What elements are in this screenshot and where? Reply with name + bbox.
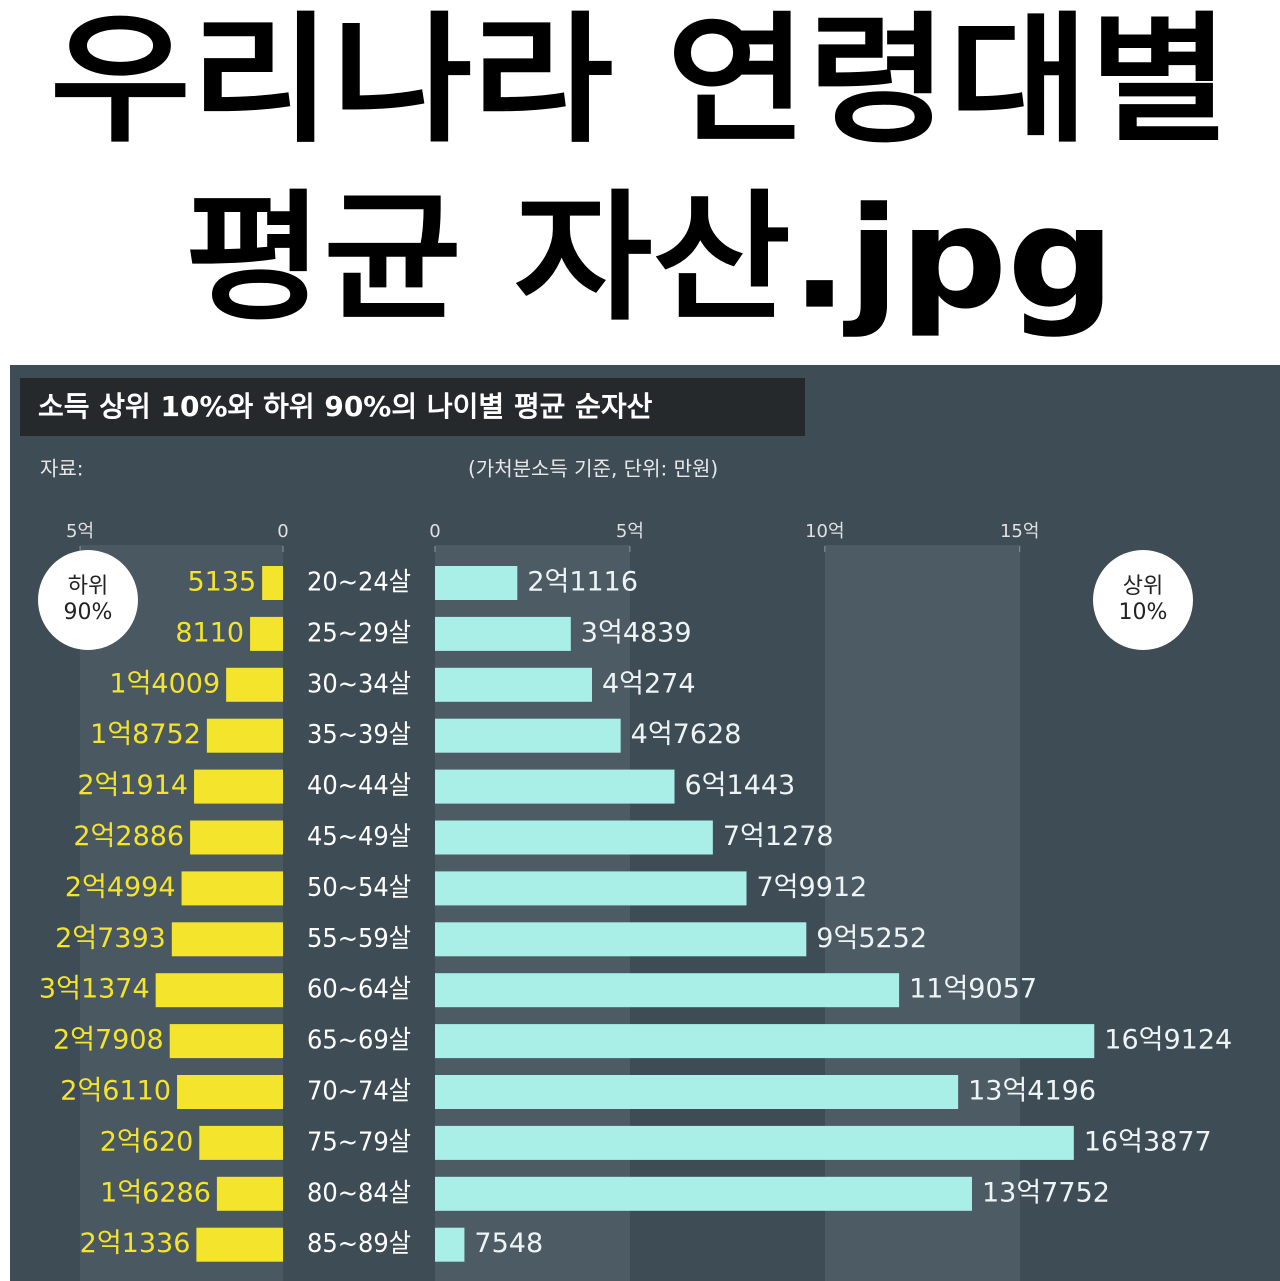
value-label: 1억8752	[90, 719, 201, 750]
category-label: 20~24살	[307, 568, 411, 598]
value-label: 2억1336	[80, 1228, 191, 1259]
x-tick-label: 10억	[805, 521, 844, 542]
legend-badge: 하위 90%	[38, 550, 138, 650]
value-label: 7억1278	[723, 821, 834, 852]
category-label: 55~59살	[307, 924, 411, 954]
value-label: 2억6110	[60, 1076, 171, 1107]
bar	[435, 1176, 972, 1211]
category-label: 75~79살	[307, 1127, 411, 1157]
bar	[181, 871, 283, 906]
value-label: 6억1443	[685, 770, 796, 801]
bar	[226, 667, 283, 702]
bar	[177, 1075, 283, 1109]
value-label: 2억7908	[53, 1025, 164, 1056]
bar	[250, 616, 283, 651]
value-label: 2억1914	[77, 770, 188, 801]
value-label: 3억4839	[581, 617, 692, 648]
bar	[169, 1024, 283, 1059]
bar	[199, 1125, 283, 1160]
category-label: 35~39살	[307, 720, 411, 750]
value-label: 9억5252	[816, 923, 927, 954]
bar	[171, 922, 283, 957]
source-label: 자료:	[40, 457, 84, 481]
x-tick-label: 0	[429, 521, 440, 542]
bar	[435, 820, 713, 855]
category-label: 85~89살	[307, 1229, 411, 1259]
bar	[435, 1024, 1095, 1059]
category-label: 65~69살	[307, 1026, 411, 1056]
value-label: 7억9912	[757, 872, 868, 903]
category-label: 70~74살	[307, 1077, 411, 1107]
bar	[435, 616, 571, 651]
bar	[216, 1176, 283, 1211]
value-label: 16억9124	[1104, 1025, 1232, 1056]
band	[80, 545, 283, 1281]
x-tick-label: 15억	[1000, 521, 1039, 542]
bar	[196, 1227, 283, 1262]
value-label: 16억3877	[1084, 1126, 1212, 1157]
bar	[435, 566, 518, 600]
bar	[435, 769, 675, 804]
band	[435, 545, 630, 1281]
title-line: 우리나라 연령대별	[50, 0, 1230, 163]
bar	[435, 1227, 465, 1262]
bar	[435, 922, 807, 957]
bar	[206, 718, 283, 753]
value-label: 2억7393	[55, 923, 166, 954]
value-label: 5135	[187, 567, 256, 598]
title-line: 평균 자산.jpg	[185, 178, 1115, 341]
x-tick-label: 5억	[66, 521, 94, 542]
value-label: 13억4196	[968, 1076, 1096, 1107]
value-label: 1억6286	[100, 1177, 211, 1208]
bar	[435, 973, 900, 1008]
value-label: 2억620	[100, 1126, 194, 1157]
value-label: 3억1374	[39, 974, 150, 1005]
subtitle-band	[20, 378, 805, 436]
category-label: 25~29살	[307, 618, 411, 648]
value-label: 11억9057	[909, 974, 1037, 1005]
bar	[262, 566, 283, 600]
subtitle: 소득 상위 10%와 하위 90%의 나이별 평균 순자산	[38, 390, 653, 423]
note: (가처분소득 기준, 단위: 만원)	[468, 457, 718, 481]
bar	[435, 871, 747, 906]
bar	[155, 973, 283, 1008]
value-label: 1억4009	[109, 668, 220, 699]
bar	[435, 718, 621, 753]
bar	[190, 820, 283, 855]
category-label: 50~54살	[307, 873, 411, 903]
value-label: 2억4994	[65, 872, 176, 903]
band	[825, 545, 1020, 1281]
x-tick-label: 0	[277, 521, 288, 542]
bar	[435, 1125, 1074, 1160]
category-label: 80~84살	[307, 1178, 411, 1208]
x-tick-label: 5억	[616, 521, 644, 542]
category-label: 60~64살	[307, 975, 411, 1005]
value-label: 13억7752	[982, 1177, 1110, 1208]
value-label: 8110	[175, 617, 244, 648]
category-label: 40~44살	[307, 771, 411, 801]
category-label: 45~49살	[307, 822, 411, 852]
value-label: 7548	[474, 1228, 543, 1259]
bar	[194, 769, 283, 804]
category-label: 30~34살	[307, 669, 411, 699]
value-label: 4억274	[602, 668, 696, 699]
value-label: 2억2886	[73, 821, 184, 852]
bar	[435, 667, 592, 702]
legend-badge: 상위 10%	[1093, 550, 1193, 650]
bar	[435, 1075, 959, 1109]
value-label: 4억7628	[631, 719, 742, 750]
value-label: 2억1116	[527, 567, 638, 598]
